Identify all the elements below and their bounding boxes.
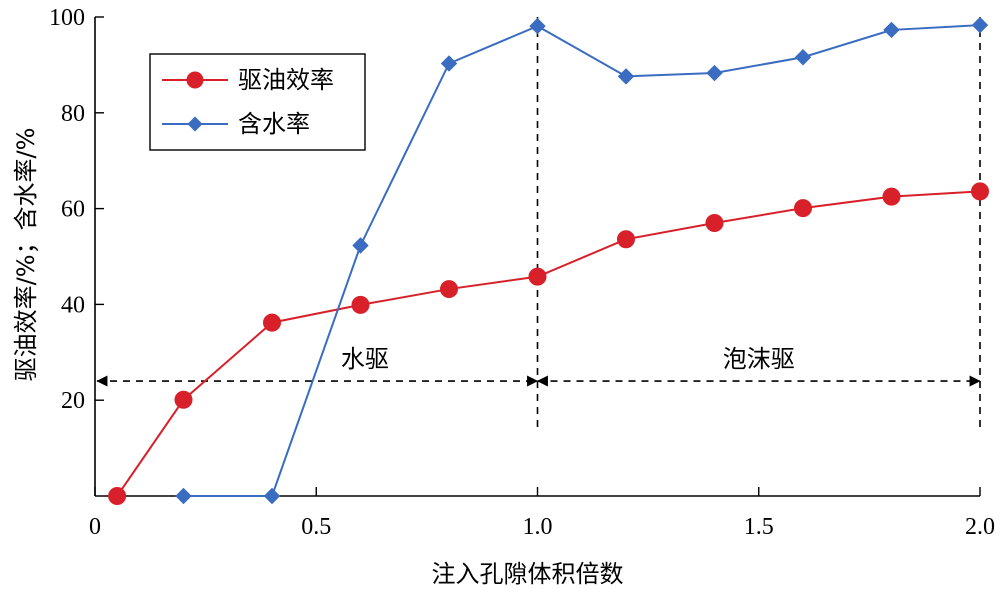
annotation-label: 泡沫驱: [723, 345, 795, 373]
data-point-oil-efficiency: [617, 230, 635, 249]
data-point-water-cut: [971, 16, 989, 34]
data-point-water-cut: [440, 55, 458, 72]
data-point-oil-efficiency: [263, 313, 281, 332]
data-point-water-cut: [883, 21, 900, 39]
data-point-water-cut: [175, 487, 192, 505]
y-tick-label: 60: [61, 197, 85, 223]
data-point-oil-efficiency: [440, 280, 458, 299]
legend-marker-circle: [186, 71, 204, 89]
data-point-oil-efficiency: [794, 199, 812, 218]
data-point-oil-efficiency: [108, 487, 127, 505]
x-axis-title: 注入孔隙体积倍数: [432, 560, 624, 588]
y-tick-label: 40: [61, 292, 85, 318]
x-tick-label: 0.5: [301, 514, 331, 540]
legend-label: 驱油效率: [238, 66, 334, 94]
series-line-oil-efficiency: [116, 190, 981, 497]
legend-box: [149, 53, 366, 151]
data-point-water-cut: [263, 487, 281, 505]
x-tick-label: 1.0: [523, 514, 553, 540]
data-point-water-cut: [529, 17, 546, 35]
y-axis-title: 驱油效率/%；含水率/%: [12, 128, 40, 382]
data-point-water-cut: [706, 64, 723, 82]
data-point-oil-efficiency: [971, 182, 989, 201]
data-point-oil-efficiency: [174, 390, 193, 409]
y-tick-label: 100: [49, 5, 85, 31]
data-point-oil-efficiency: [351, 295, 370, 314]
annotation-label: 水驱: [341, 345, 389, 373]
x-tick-label: 1.5: [744, 514, 774, 540]
x-tick-label: 0: [89, 514, 101, 540]
y-tick-label: 80: [61, 101, 85, 127]
y-tick-label: 20: [61, 388, 85, 414]
legend-marker-diamond: [187, 116, 203, 132]
legend-label: 含水率: [238, 110, 310, 138]
data-point-oil-efficiency: [705, 213, 724, 232]
data-point-oil-efficiency: [528, 267, 547, 286]
series-line-water-cut: [183, 24, 981, 497]
x-tick-label: 2.0: [965, 514, 995, 540]
data-point-oil-efficiency: [882, 187, 901, 206]
data-point-water-cut: [352, 237, 369, 254]
data-point-water-cut: [617, 68, 635, 85]
data-point-water-cut: [794, 49, 812, 66]
